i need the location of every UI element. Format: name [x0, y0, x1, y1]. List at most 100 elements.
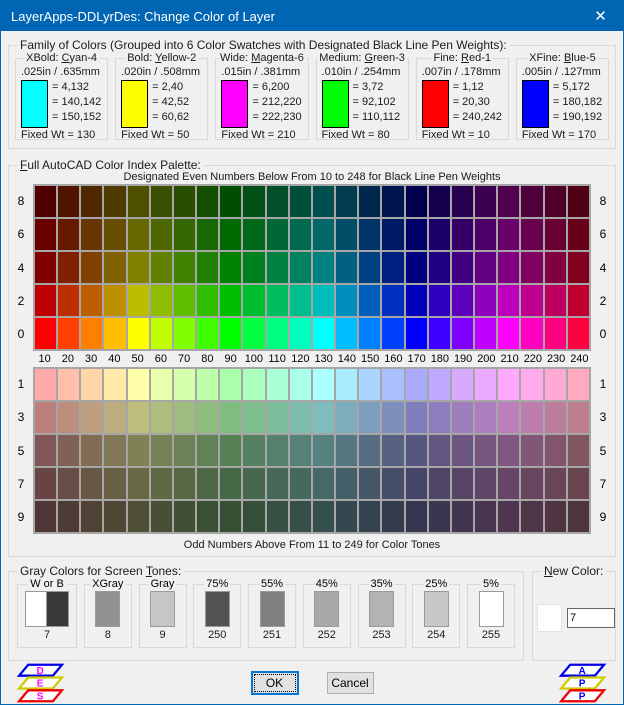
palette-cell[interactable] — [173, 402, 196, 433]
palette-cell[interactable] — [498, 252, 520, 283]
palette-cell[interactable] — [58, 501, 80, 532]
gray-color-swatch[interactable] — [204, 591, 230, 627]
palette-cell[interactable] — [266, 252, 288, 283]
palette-cell[interactable] — [58, 219, 80, 250]
palette-cell[interactable] — [567, 501, 589, 532]
palette-cell[interactable] — [35, 219, 57, 250]
palette-cell[interactable] — [544, 501, 566, 532]
palette-cell[interactable] — [266, 435, 288, 466]
palette-cell[interactable] — [243, 402, 265, 433]
palette-cell[interactable] — [382, 468, 404, 499]
palette-cell[interactable] — [289, 186, 311, 217]
gray-color-swatch[interactable] — [150, 591, 175, 627]
palette-cell[interactable] — [475, 369, 497, 400]
palette-cell[interactable] — [405, 369, 427, 400]
palette-cell[interactable] — [544, 219, 566, 250]
family-color-swatch[interactable] — [21, 80, 48, 128]
palette-cell[interactable] — [475, 186, 497, 217]
palette-cell[interactable] — [428, 285, 450, 316]
palette-cell[interactable] — [567, 369, 589, 400]
palette-cell[interactable] — [35, 402, 57, 433]
palette-cell[interactable] — [451, 435, 474, 466]
palette-cell[interactable] — [173, 501, 196, 532]
palette-cell[interactable] — [336, 369, 358, 400]
palette-cell[interactable] — [359, 402, 381, 433]
palette-cell[interactable] — [359, 186, 381, 217]
palette-cell[interactable] — [405, 501, 427, 532]
palette-cell[interactable] — [243, 435, 265, 466]
palette-cell[interactable] — [336, 435, 358, 466]
palette-cell[interactable] — [197, 252, 219, 283]
palette-cell[interactable] — [428, 252, 450, 283]
palette-cell[interactable] — [220, 219, 242, 250]
palette-cell[interactable] — [81, 402, 103, 433]
palette-cell[interactable] — [498, 219, 520, 250]
palette-cell[interactable] — [359, 468, 381, 499]
palette-cell[interactable] — [359, 252, 381, 283]
palette-cell[interactable] — [382, 402, 404, 433]
palette-cell[interactable] — [521, 402, 543, 433]
palette-cell[interactable] — [498, 285, 520, 316]
palette-cell[interactable] — [451, 186, 474, 217]
palette-cell[interactable] — [312, 285, 335, 316]
palette-cell[interactable] — [104, 318, 126, 349]
palette-cell[interactable] — [428, 318, 450, 349]
palette-cell[interactable] — [475, 402, 497, 433]
palette-cell[interactable] — [150, 186, 172, 217]
palette-cell[interactable] — [127, 318, 149, 349]
palette-cell[interactable] — [104, 369, 126, 400]
palette-cell[interactable] — [173, 435, 196, 466]
gray-color-swatch[interactable] — [478, 591, 504, 627]
palette-cell[interactable] — [405, 186, 427, 217]
palette-cell[interactable] — [405, 318, 427, 349]
palette-cell[interactable] — [336, 402, 358, 433]
palette-cell[interactable] — [498, 501, 520, 532]
palette-cell[interactable] — [266, 318, 288, 349]
palette-cell[interactable] — [81, 219, 103, 250]
palette-cell[interactable] — [104, 285, 126, 316]
palette-cell[interactable] — [81, 186, 103, 217]
palette-cell[interactable] — [359, 285, 381, 316]
palette-cell[interactable] — [475, 468, 497, 499]
palette-cell[interactable] — [521, 468, 543, 499]
palette-cell[interactable] — [150, 468, 172, 499]
palette-cell[interactable] — [173, 318, 196, 349]
palette-cell[interactable] — [544, 468, 566, 499]
gray-color-swatch[interactable] — [259, 591, 285, 627]
palette-cell[interactable] — [173, 252, 196, 283]
palette-cell[interactable] — [173, 285, 196, 316]
palette-cell[interactable] — [451, 318, 474, 349]
palette-cell[interactable] — [475, 252, 497, 283]
palette-cell[interactable] — [312, 435, 335, 466]
family-color-swatch[interactable] — [321, 80, 349, 128]
palette-cell[interactable] — [428, 435, 450, 466]
palette-cell[interactable] — [289, 435, 311, 466]
palette-cell[interactable] — [475, 318, 497, 349]
palette-cell[interactable] — [58, 369, 80, 400]
palette-cell[interactable] — [521, 252, 543, 283]
palette-cell[interactable] — [58, 468, 80, 499]
family-color-swatch[interactable] — [121, 80, 149, 128]
palette-cell[interactable] — [521, 369, 543, 400]
palette-cell[interactable] — [405, 252, 427, 283]
palette-cell[interactable] — [336, 186, 358, 217]
palette-cell[interactable] — [127, 252, 149, 283]
palette-cell[interactable] — [451, 468, 474, 499]
palette-cell[interactable] — [197, 285, 219, 316]
palette-cell[interactable] — [266, 501, 288, 532]
palette-cell[interactable] — [382, 252, 404, 283]
palette-cell[interactable] — [266, 468, 288, 499]
palette-cell[interactable] — [220, 468, 242, 499]
palette-cell[interactable] — [475, 219, 497, 250]
gray-color-swatch[interactable] — [95, 591, 121, 627]
palette-cell[interactable] — [197, 435, 219, 466]
palette-cell[interactable] — [81, 285, 103, 316]
palette-cell[interactable] — [127, 186, 149, 217]
palette-cell[interactable] — [312, 219, 335, 250]
palette-cell[interactable] — [475, 285, 497, 316]
palette-cell[interactable] — [405, 219, 427, 250]
palette-cell[interactable] — [567, 402, 589, 433]
gray-color-swatch[interactable] — [25, 591, 47, 627]
palette-cell[interactable] — [382, 285, 404, 316]
palette-cell[interactable] — [58, 285, 80, 316]
